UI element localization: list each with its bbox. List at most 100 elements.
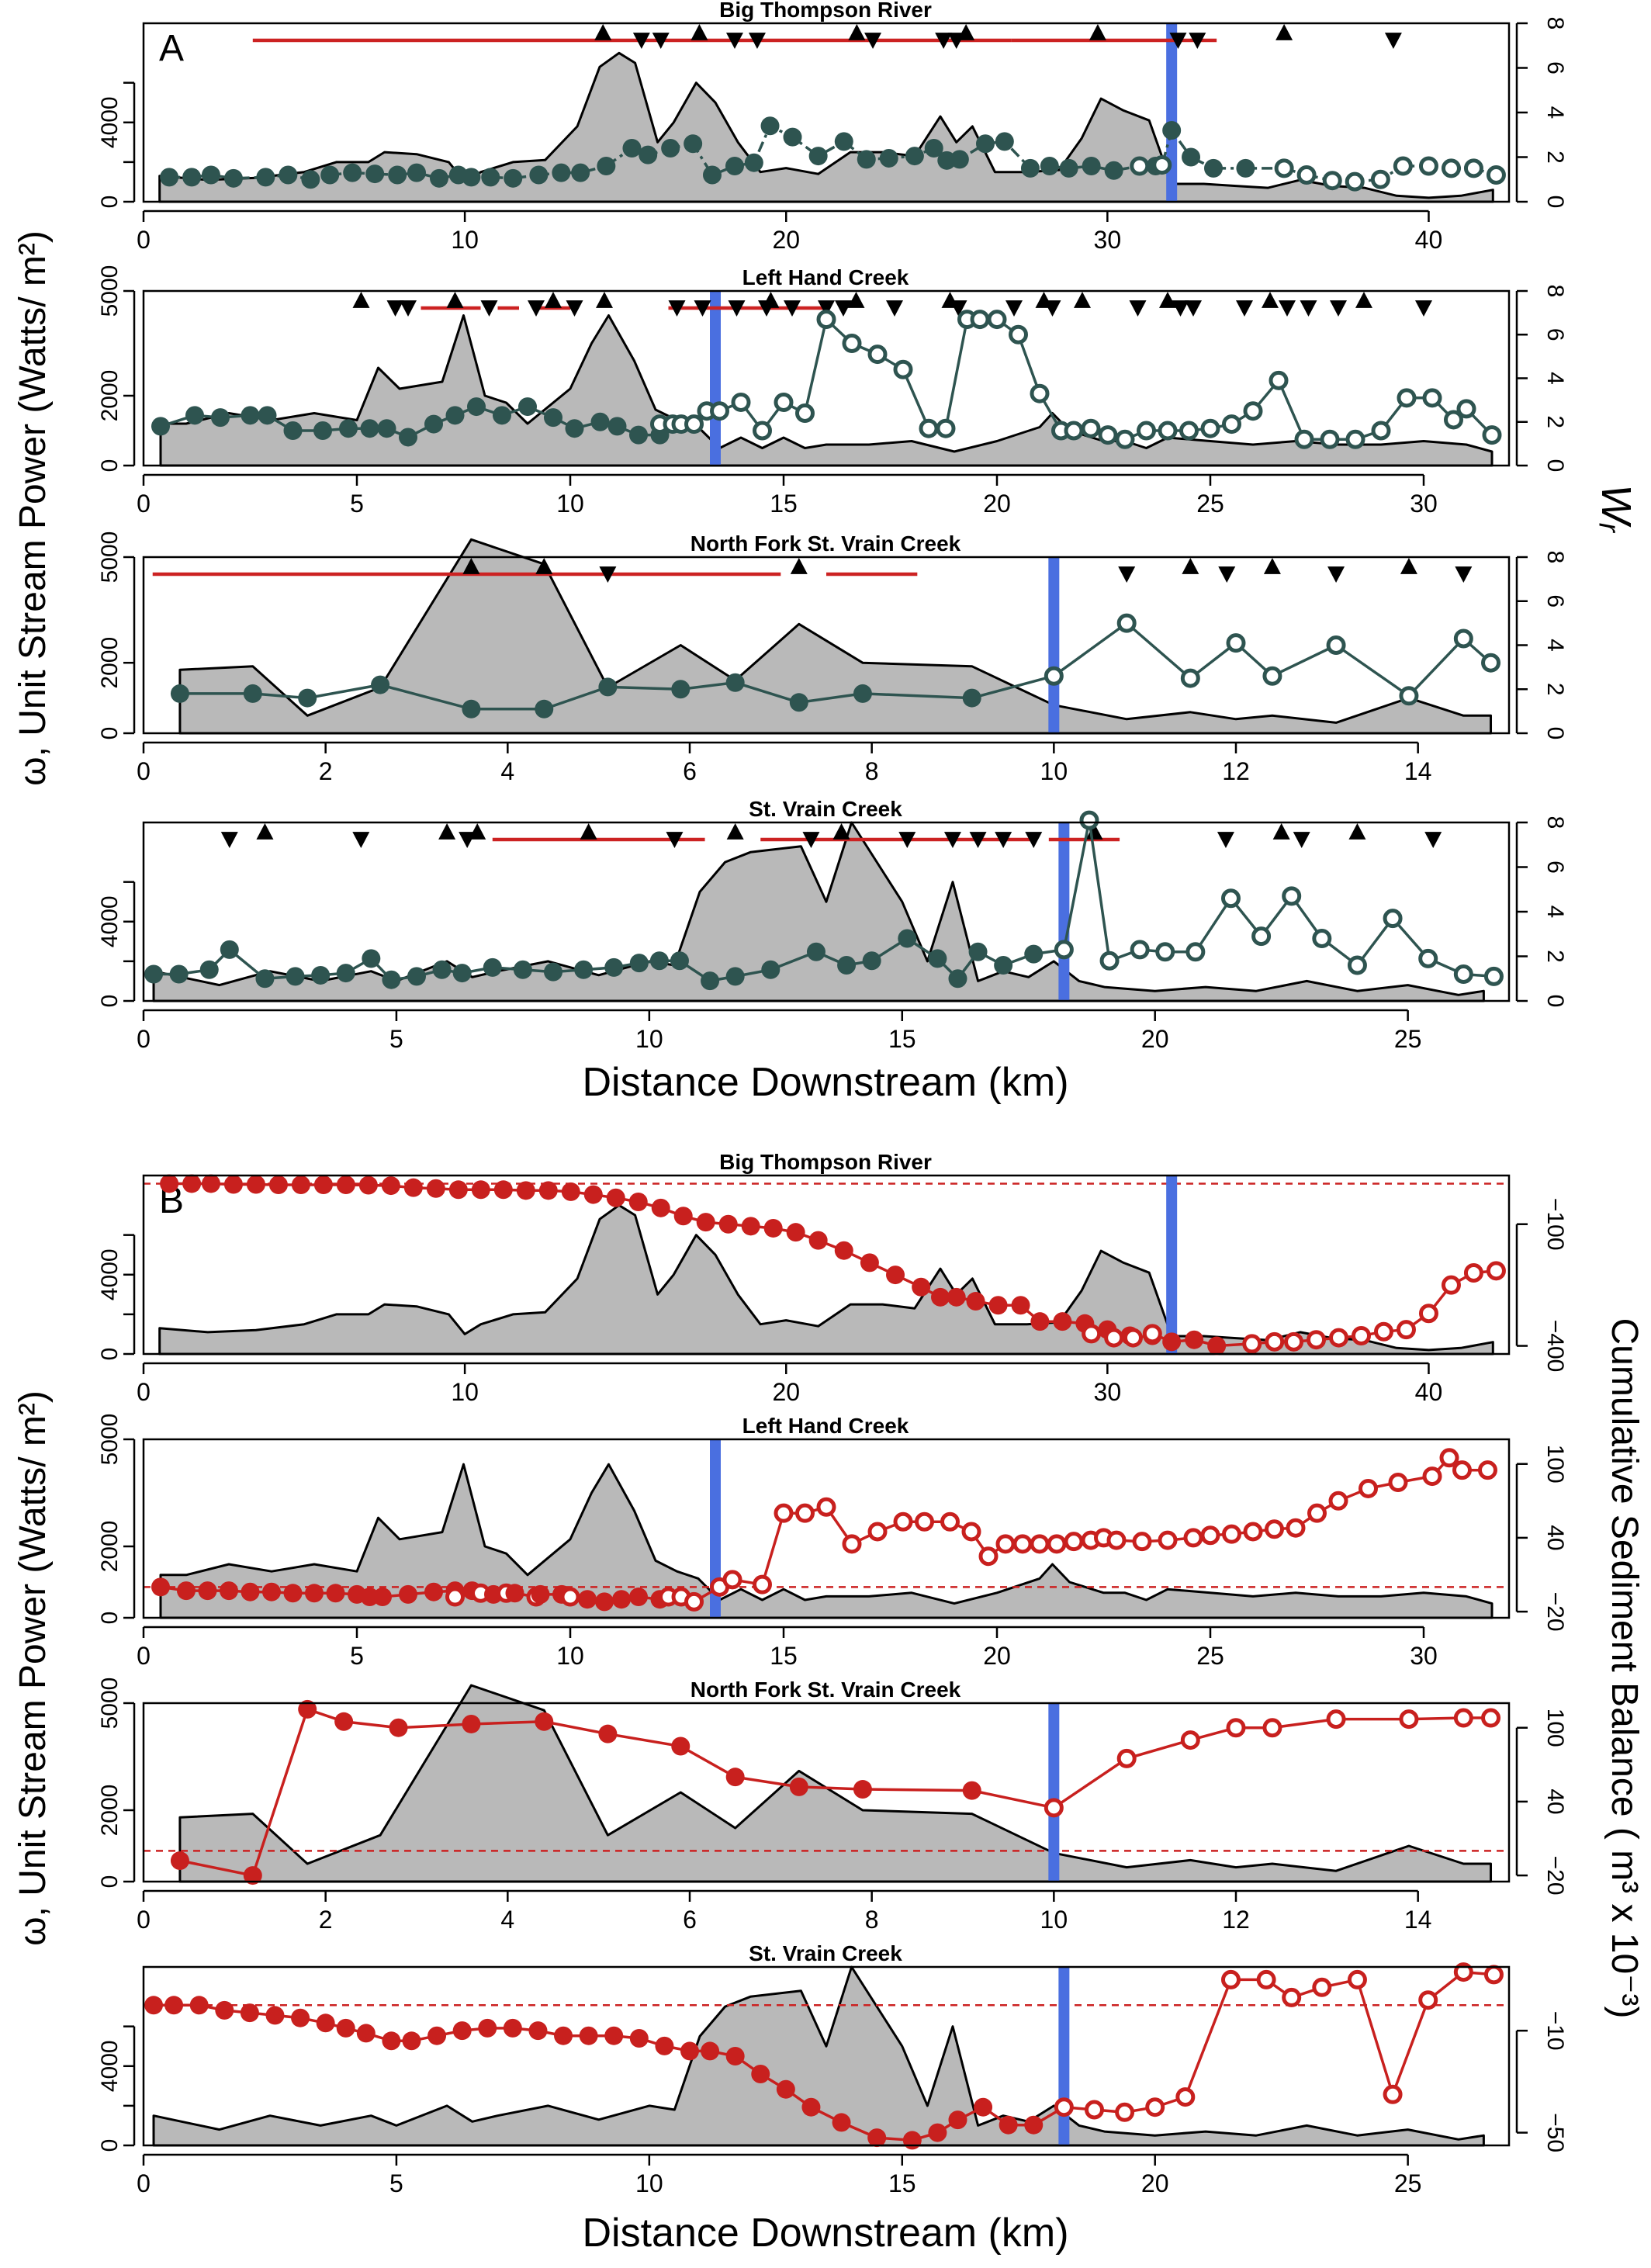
stream-power-area (178, 1684, 1493, 1883)
right-y-tick-label: 2 (1542, 151, 1568, 164)
x-tick-label: 10 (451, 226, 479, 254)
stream-power-area (158, 1203, 1494, 1356)
open-point (1064, 1532, 1084, 1552)
open-point (1418, 156, 1438, 176)
filled-point (565, 419, 584, 438)
down-marker (1455, 566, 1473, 583)
down-marker (599, 566, 617, 583)
x-tick-label: 12 (1222, 1906, 1250, 1934)
open-point (1418, 948, 1438, 968)
right-y-tick-label: 0 (1542, 995, 1568, 1008)
up-marker (1275, 24, 1293, 40)
filled-point (604, 957, 624, 977)
open-point (1347, 955, 1367, 975)
open-point (978, 1546, 999, 1567)
filled-point (144, 964, 164, 984)
filled-point (339, 419, 358, 438)
filled-point (950, 150, 969, 169)
filled-point (1024, 944, 1044, 964)
open-point (1418, 1304, 1438, 1324)
down-marker (1217, 832, 1234, 848)
down-marker (835, 300, 852, 317)
x-tick-label: 25 (1394, 2169, 1422, 2197)
filled-point (607, 417, 627, 436)
filled-point (661, 139, 680, 158)
filled-point (629, 2029, 649, 2048)
open-point (1320, 429, 1340, 449)
filled-point (680, 2041, 699, 2061)
down-marker (947, 33, 965, 49)
filled-point (445, 406, 465, 425)
x-tick-label: 4 (500, 757, 514, 785)
open-point (1132, 1532, 1152, 1552)
filled-point (725, 2047, 745, 2065)
panel-title: St. Vrain Creek (749, 1941, 902, 1965)
open-point (1044, 1798, 1064, 1818)
open-point (1453, 964, 1473, 984)
down-marker (220, 832, 238, 848)
filled-point (320, 165, 340, 185)
down-marker (652, 33, 670, 49)
filled-point (262, 1582, 281, 1601)
open-point (1082, 1324, 1102, 1344)
open-point (1286, 1518, 1306, 1538)
open-point (1481, 653, 1501, 673)
filled-point (806, 942, 826, 961)
open-point (1098, 425, 1118, 445)
right-y-tick-label: 4 (1542, 106, 1568, 119)
open-point (1486, 165, 1506, 185)
down-marker (1293, 832, 1310, 848)
filled-point (336, 964, 355, 983)
filled-point (789, 1777, 808, 1796)
down-marker (1415, 300, 1432, 317)
down-marker (352, 832, 370, 848)
down-marker (459, 832, 476, 848)
x-tick-label: 30 (1094, 1378, 1122, 1406)
open-point (1399, 686, 1419, 706)
filled-point (356, 2024, 376, 2043)
open-point (1453, 1962, 1473, 1982)
down-marker (1327, 566, 1345, 583)
open-point (1345, 171, 1365, 192)
open-point (842, 1534, 862, 1554)
left-y-tick-label: 2000 (97, 637, 123, 689)
right-y-tick-label: 6 (1542, 860, 1568, 874)
x-tick-label: 20 (983, 490, 1011, 518)
open-point (1222, 414, 1241, 435)
filled-point (931, 1287, 950, 1307)
filled-point (504, 168, 523, 188)
up-marker (594, 24, 612, 40)
right-y-tick-label: 4 (1542, 639, 1568, 652)
open-point (1393, 156, 1413, 176)
filled-point (471, 1180, 490, 1200)
filled-point (561, 1182, 580, 1201)
x-tick-label: 40 (1415, 226, 1443, 254)
open-point (1452, 1460, 1472, 1480)
filled-point (360, 1588, 379, 1607)
plot-box (142, 821, 1511, 1002)
filled-point (256, 168, 275, 187)
filled-point (1053, 1312, 1072, 1331)
down-marker (632, 33, 650, 49)
x-tick-label: 30 (1094, 226, 1122, 254)
left-y-tick-label: 4000 (97, 895, 123, 947)
open-point (1220, 888, 1241, 909)
down-marker (1300, 300, 1317, 317)
open-point (1397, 388, 1417, 408)
filled-point (612, 1590, 631, 1609)
right-y-tick-label: 6 (1542, 61, 1568, 74)
filled-point (1082, 157, 1101, 175)
filled-point (879, 148, 898, 168)
open-point (940, 1511, 960, 1532)
open-point (867, 1522, 888, 1542)
stream-power-area (158, 51, 1494, 203)
filled-point (898, 929, 917, 948)
filled-point (1011, 1296, 1030, 1315)
open-point (1054, 940, 1074, 960)
down-marker (728, 300, 746, 317)
open-point (1175, 2087, 1196, 2107)
right-y-tick-label: 8 (1542, 17, 1568, 30)
open-point (1453, 628, 1473, 649)
open-point (1373, 1321, 1393, 1342)
panel-4: St. Vrain Creek 0 5 10 15 20 25 0 4000 0 2 4 6 8 (97, 797, 1568, 1053)
